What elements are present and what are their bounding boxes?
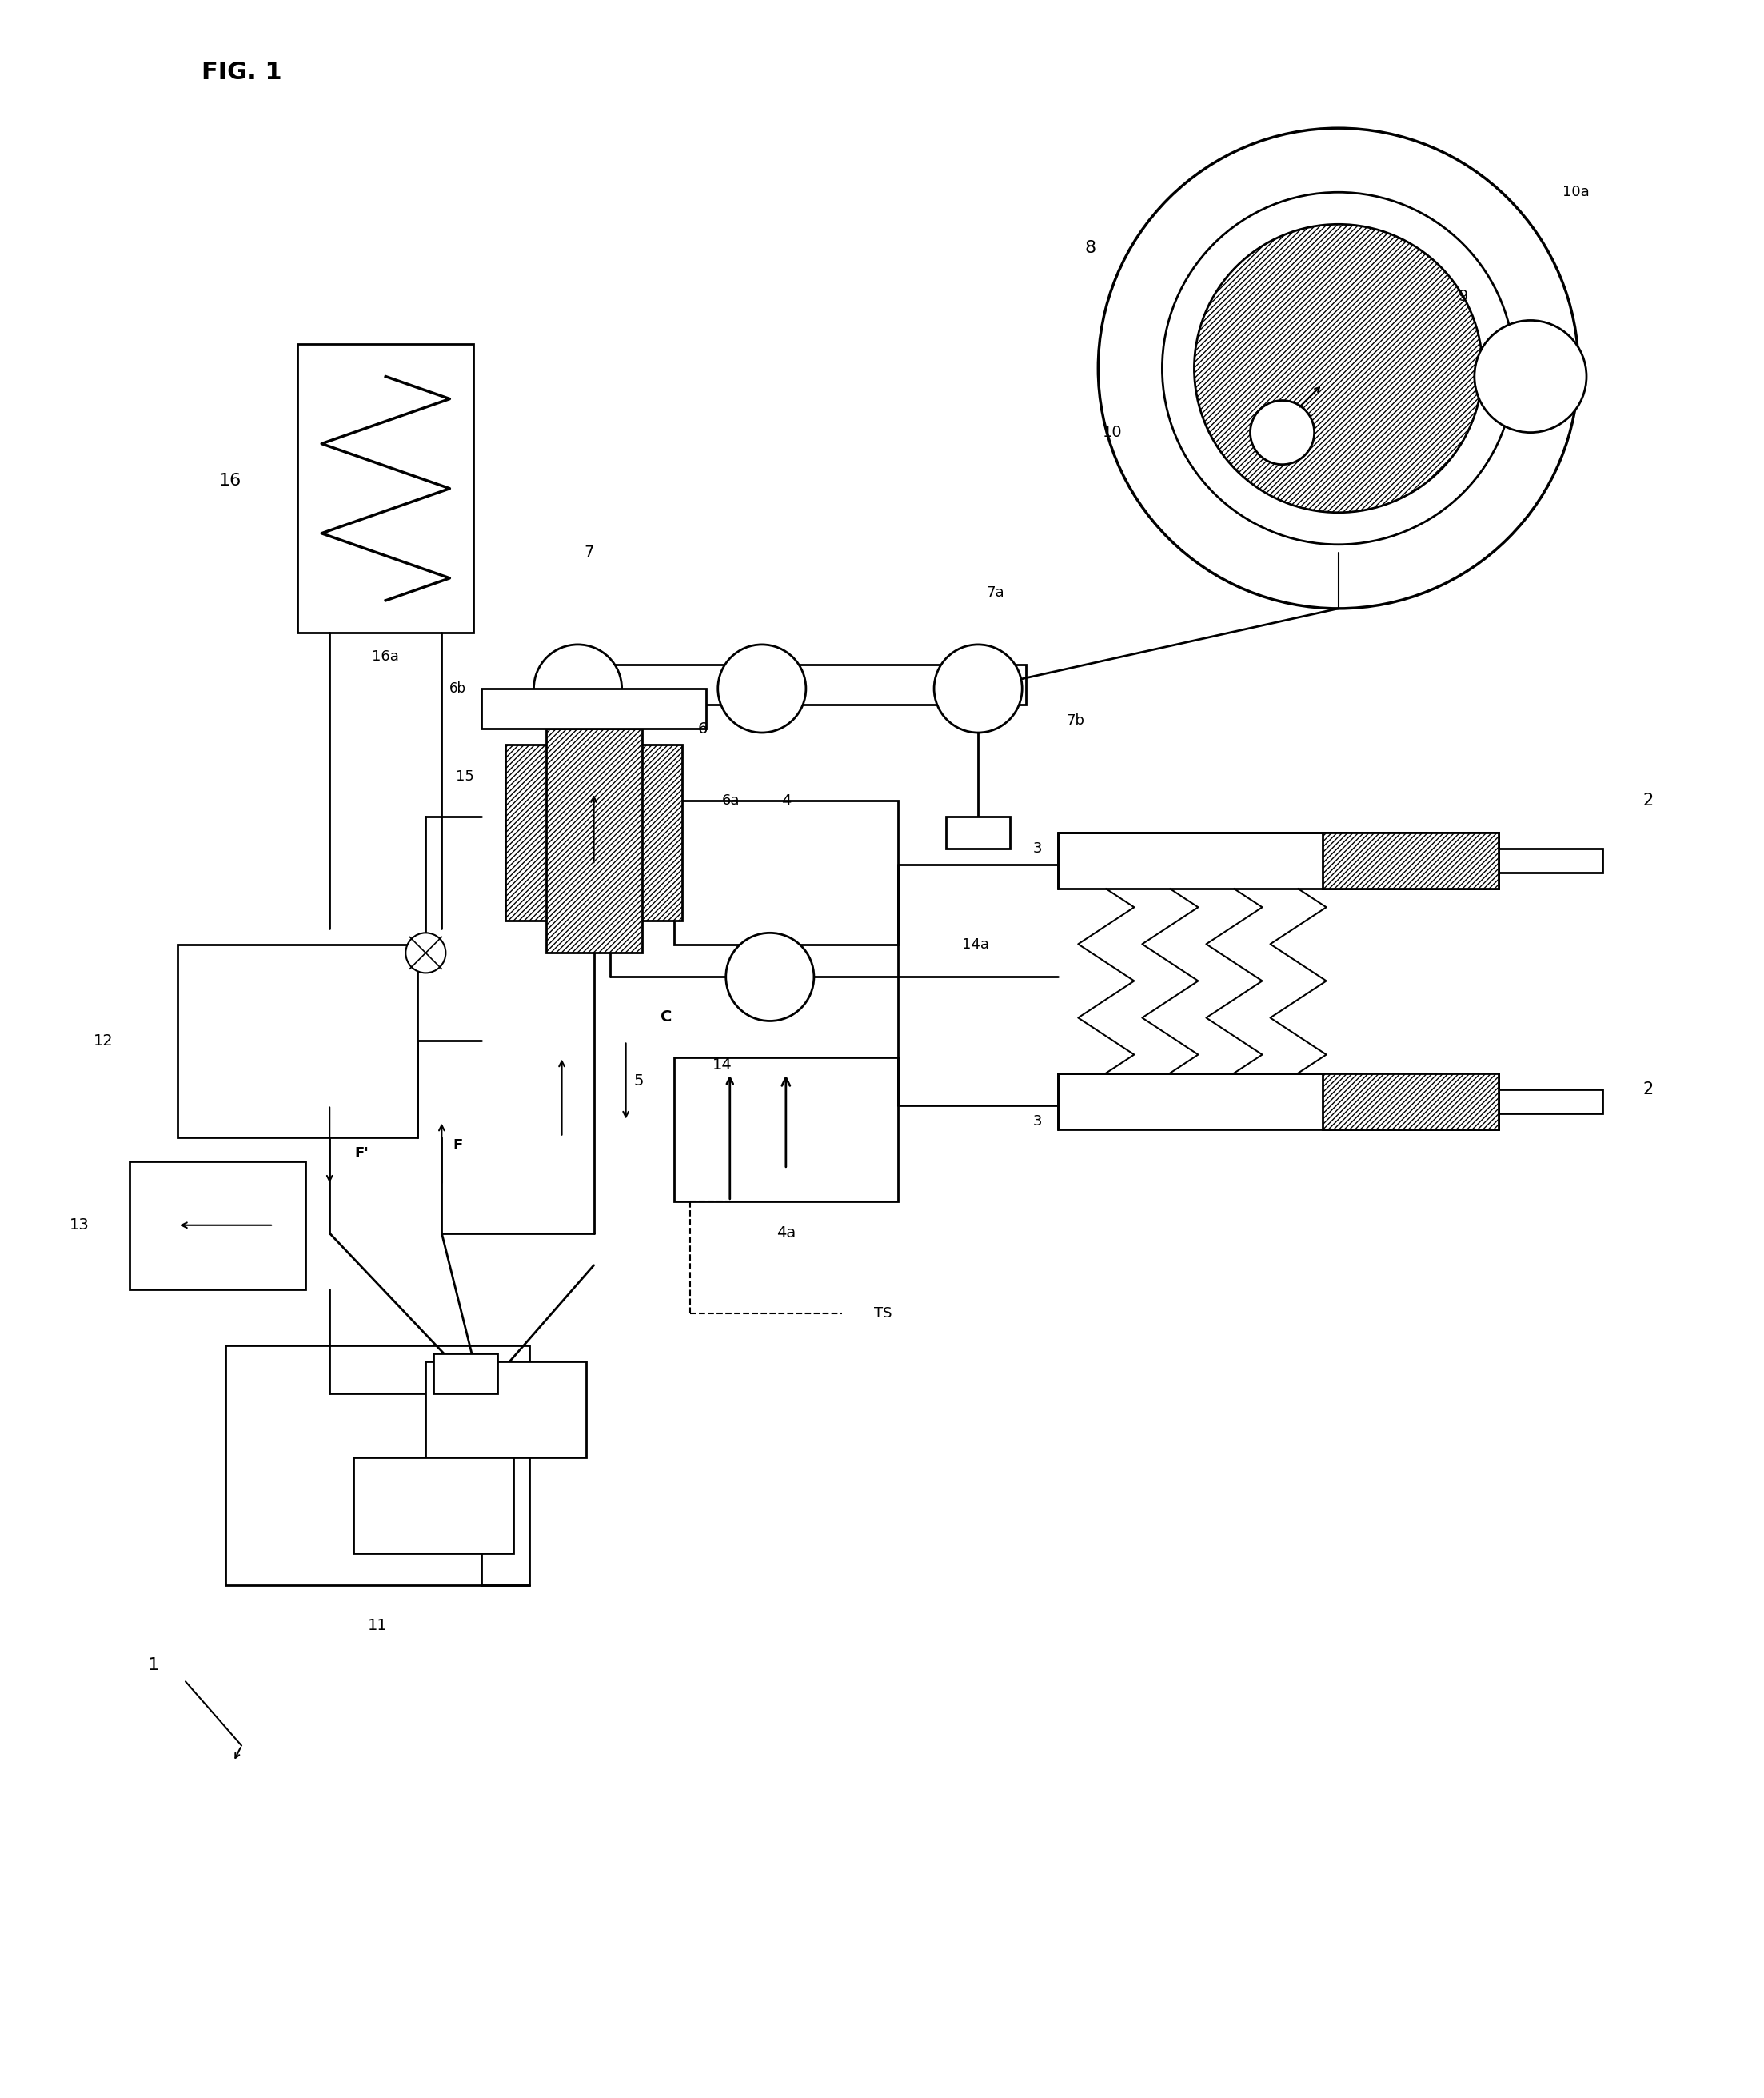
Bar [226,1345,529,1586]
Circle shape [1251,401,1314,464]
Bar [626,745,683,921]
Bar [425,1362,586,1458]
Circle shape [718,644,806,732]
Text: 1: 1 [148,1657,159,1674]
Bar [946,816,1011,850]
Circle shape [406,934,446,973]
Circle shape [1099,128,1579,608]
Text: TS: TS [873,1307,893,1320]
Text: 3: 3 [1034,841,1043,856]
Text: 2: 2 [1642,793,1653,808]
Text: 11: 11 [367,1618,388,1632]
Text: 5: 5 [633,1074,644,1089]
Circle shape [534,644,623,732]
Text: 13: 13 [69,1217,90,1234]
Bar [674,1057,898,1202]
Circle shape [1475,321,1586,432]
Circle shape [1194,224,1482,512]
Text: 7b: 7b [1065,713,1085,728]
Text: 4: 4 [781,793,790,808]
Text: C: C [660,1009,672,1024]
Circle shape [933,644,1021,732]
Text: 10a: 10a [1563,185,1589,199]
Text: 6: 6 [699,722,707,736]
Text: 16: 16 [219,472,242,489]
Circle shape [727,934,813,1022]
Text: F': F' [355,1146,369,1160]
Bar [1491,1089,1602,1114]
Bar [674,801,898,944]
Circle shape [1162,193,1515,545]
Text: 8: 8 [1085,241,1095,256]
Bar [298,344,475,634]
Text: 7a: 7a [986,585,1004,600]
Bar [545,728,642,952]
Bar [1491,850,1602,873]
Text: 4a: 4a [776,1225,796,1240]
Text: F: F [453,1137,462,1152]
Text: 16a: 16a [372,650,399,663]
Bar [1323,1072,1498,1129]
Text: 10: 10 [1102,424,1122,441]
Bar [178,944,418,1137]
Text: 6a: 6a [721,793,739,808]
Text: 9: 9 [1459,290,1468,304]
Bar [129,1160,305,1290]
Text: 15: 15 [455,770,475,785]
Text: FIG. 1: FIG. 1 [201,61,282,84]
Bar [1058,833,1498,890]
Text: 2: 2 [1642,1080,1653,1097]
Bar [1323,833,1498,890]
Bar [353,1458,513,1553]
Text: 3: 3 [1034,1114,1043,1129]
Bar [482,688,706,728]
Text: 7: 7 [584,545,594,560]
Text: 14: 14 [713,1057,732,1072]
Text: 14a: 14a [961,938,990,952]
Bar [506,745,561,921]
Text: 6b: 6b [448,682,466,697]
Bar [545,665,1027,705]
Text: 12: 12 [93,1034,113,1049]
Bar [434,1353,497,1393]
Bar [1058,1072,1498,1129]
